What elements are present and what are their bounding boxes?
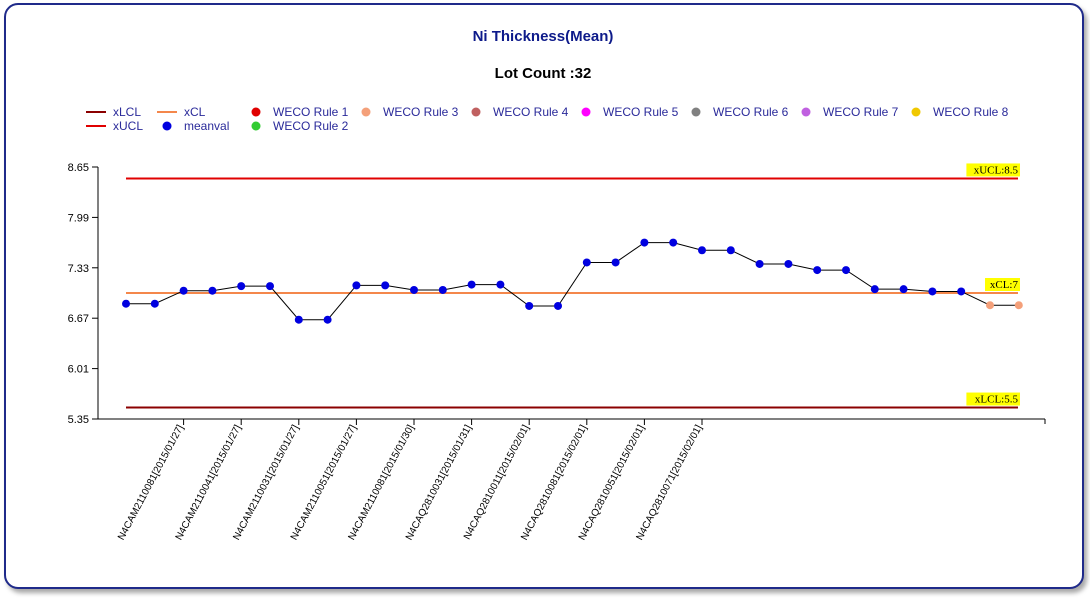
legend-dot-swatch — [361, 107, 371, 117]
data-point — [438, 285, 447, 294]
series-meanval — [122, 238, 1023, 324]
chart-frame — [4, 3, 1084, 589]
data-point — [784, 259, 793, 268]
limit-xcl: xCL:7 — [126, 278, 1020, 294]
legend-item-weco-rule-8: WECO Rule 8 — [911, 105, 1009, 119]
legend-label: WECO Rule 5 — [603, 105, 679, 119]
chart-subtitle: Lot Count :32 — [495, 65, 592, 82]
data-point — [554, 301, 562, 310]
data-point — [611, 258, 620, 267]
data-point — [323, 315, 332, 324]
xucl-label: xUCL:8.5 — [974, 164, 1019, 176]
legend-label: WECO Rule 8 — [933, 105, 1009, 119]
legend-item-xlcl: xLCL — [86, 105, 141, 119]
legend-dot-swatch — [581, 107, 591, 117]
y-tick-label: 5.35 — [68, 414, 89, 426]
legend-label: xLCL — [113, 105, 141, 119]
data-point — [237, 282, 246, 291]
y-tick-label: 7.33 — [68, 263, 89, 275]
data-point — [669, 238, 678, 247]
x-tick-label: N4CAQ2810051[2015/02/01] — [577, 423, 647, 542]
data-point — [813, 266, 822, 275]
legend-dot-swatch — [251, 121, 261, 131]
data-point — [755, 259, 764, 268]
legend-item-weco-rule-3: WECO Rule 3 — [361, 105, 459, 119]
data-point — [726, 246, 735, 255]
data-point — [410, 285, 418, 294]
data-point — [467, 280, 476, 289]
y-tick-label: 6.01 — [68, 364, 89, 376]
legend-label: WECO Rule 1 — [273, 105, 349, 119]
chart-title: Ni Thickness(Mean) — [473, 28, 614, 45]
data-point — [266, 282, 274, 291]
legend-dot-swatch — [691, 107, 701, 117]
data-point — [582, 258, 591, 267]
legend-dot-swatch — [911, 107, 921, 117]
data-point — [928, 287, 937, 296]
data-point — [294, 315, 303, 324]
meanval-line — [126, 242, 1019, 321]
axes: 8.65 7.99 7.33 6.67 6.01 5.35 N4CAM2110081[201… — [68, 162, 1046, 542]
y-tick-label: 8.65 — [68, 162, 89, 174]
y-tick-label: 7.99 — [68, 212, 89, 224]
legend-label: meanval — [184, 119, 229, 133]
legend-label: xCL — [184, 105, 206, 119]
legend-label: WECO Rule 2 — [273, 119, 349, 133]
data-point — [496, 280, 505, 289]
x-tick-label: N4CAM2110081[2015/01/27] — [116, 423, 186, 542]
x-tick-label: N4CAQ2810031[2015/01/31] — [404, 423, 474, 542]
legend-item-weco-rule-7: WECO Rule 7 — [801, 105, 899, 119]
limit-xlcl: xLCL:5.5 — [126, 392, 1020, 409]
xlcl-label: xLCL:5.5 — [975, 394, 1019, 406]
limit-xucl: xUCL:8.5 — [126, 163, 1020, 180]
data-point — [698, 246, 706, 255]
data-point — [150, 299, 159, 308]
legend-dot-swatch — [162, 121, 172, 131]
x-tick-label: N4CAM2110081[2015/01/30] — [346, 423, 416, 542]
legend-label: WECO Rule 3 — [383, 105, 459, 119]
data-point — [899, 285, 908, 294]
data-point — [179, 286, 188, 295]
xucl-label-bg — [966, 163, 1020, 177]
legend-item-weco-rule-1: WECO Rule 1 — [251, 105, 349, 119]
data-point — [381, 281, 390, 290]
xcl-label: xCL:7 — [990, 279, 1019, 291]
data-point — [842, 266, 850, 275]
legend-item-xcl: xCL — [157, 105, 206, 119]
legend-dot-swatch — [471, 107, 481, 117]
x-tick-label: N4CAM2110041[2015/01/27] — [174, 423, 244, 542]
xlcl-label-bg — [966, 392, 1020, 406]
x-tick-label: N4CAQ2810081[2015/02/01] — [519, 423, 589, 542]
data-point — [870, 285, 879, 294]
data-point — [640, 238, 649, 247]
data-point — [208, 286, 217, 295]
x-tick-label: N4CAQ2810011[2015/02/01] — [462, 423, 532, 542]
data-point — [1014, 301, 1023, 310]
legend-item-weco-rule-5: WECO Rule 5 — [581, 105, 679, 119]
data-point — [122, 299, 130, 308]
legend-item-weco-rule-2: WECO Rule 2 — [251, 119, 349, 133]
legend-dot-swatch — [251, 107, 261, 117]
x-tick-label: N4CAM2110051[2015/01/27] — [289, 423, 359, 542]
control-limits: xUCL:8.5 xCL:7 xLCL:5.5 — [126, 163, 1020, 409]
legend-item-meanval: meanval — [162, 119, 229, 133]
legend-dot-swatch — [801, 107, 811, 117]
x-tick-label: N4CAQ2810071[2015/02/01] — [634, 423, 704, 542]
data-point — [525, 301, 534, 310]
xcl-label-bg — [985, 278, 1020, 291]
x-tick-label: N4CAM2110031[2015/01/27] — [231, 423, 301, 542]
legend-item-xucl: xUCL — [86, 119, 143, 133]
legend-item-weco-rule-6: WECO Rule 6 — [691, 105, 789, 119]
legend-label: WECO Rule 4 — [493, 105, 569, 119]
y-tick-label: 6.67 — [68, 313, 89, 325]
legend-label: WECO Rule 7 — [823, 105, 899, 119]
legend-item-weco-rule-4: WECO Rule 4 — [471, 105, 569, 119]
data-point — [986, 301, 994, 310]
data-point — [957, 287, 966, 296]
legend-label: WECO Rule 6 — [713, 105, 789, 119]
data-point — [352, 281, 361, 290]
legend-label: xUCL — [113, 119, 143, 133]
